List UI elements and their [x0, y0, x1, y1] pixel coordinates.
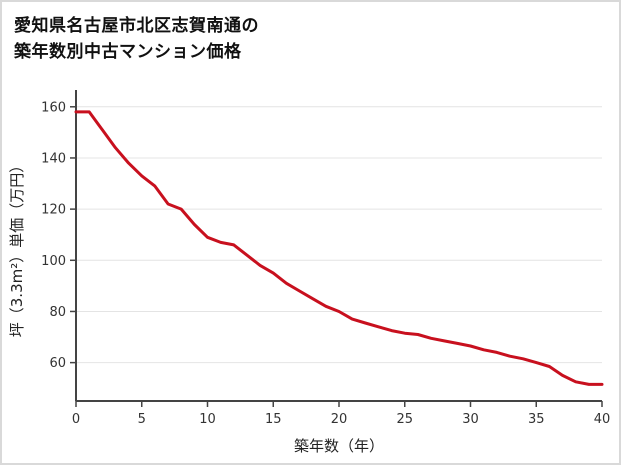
- chart-title-line-1: 愛知県名古屋市北区志賀南通の: [14, 16, 259, 36]
- chart-area: 60 80 100 120 140 160 0 5 10 15 20 25 30 35 40 築年数（年） 坪（…: [2, 78, 619, 463]
- y-tick-label: 120: [41, 203, 66, 218]
- y-tick-label: 160: [41, 100, 66, 115]
- x-tick-label: 40: [594, 412, 611, 427]
- x-tick-label: 5: [138, 412, 146, 427]
- chart-title: 愛知県名古屋市北区志賀南通の 築年数別中古マンション価格: [2, 2, 619, 65]
- x-tick-label: 15: [265, 412, 282, 427]
- chart-title-line-2: 築年数別中古マンション価格: [14, 41, 242, 62]
- x-tick-label: 25: [396, 412, 413, 427]
- price-line: [74, 110, 604, 386]
- x-tick-label: 0: [72, 412, 80, 427]
- y-tick-label: 140: [41, 151, 66, 166]
- x-tick-label: 30: [462, 412, 479, 427]
- y-tick-label: 100: [41, 254, 66, 269]
- x-tick-label: 35: [528, 412, 545, 427]
- y-tick-label: 80: [49, 305, 66, 320]
- x-tick-label: 20: [331, 412, 348, 427]
- y-axis-label: 坪（3.3m²）単価（万円）: [8, 158, 26, 337]
- x-axis-label: 築年数（年）: [294, 437, 384, 455]
- line-chart-svg: 60 80 100 120 140 160 0 5 10 15 20 25 30 35 40 築年数（年） 坪（…: [8, 90, 611, 455]
- y-tick-label: 60: [49, 356, 66, 371]
- x-tick-label: 10: [199, 412, 216, 427]
